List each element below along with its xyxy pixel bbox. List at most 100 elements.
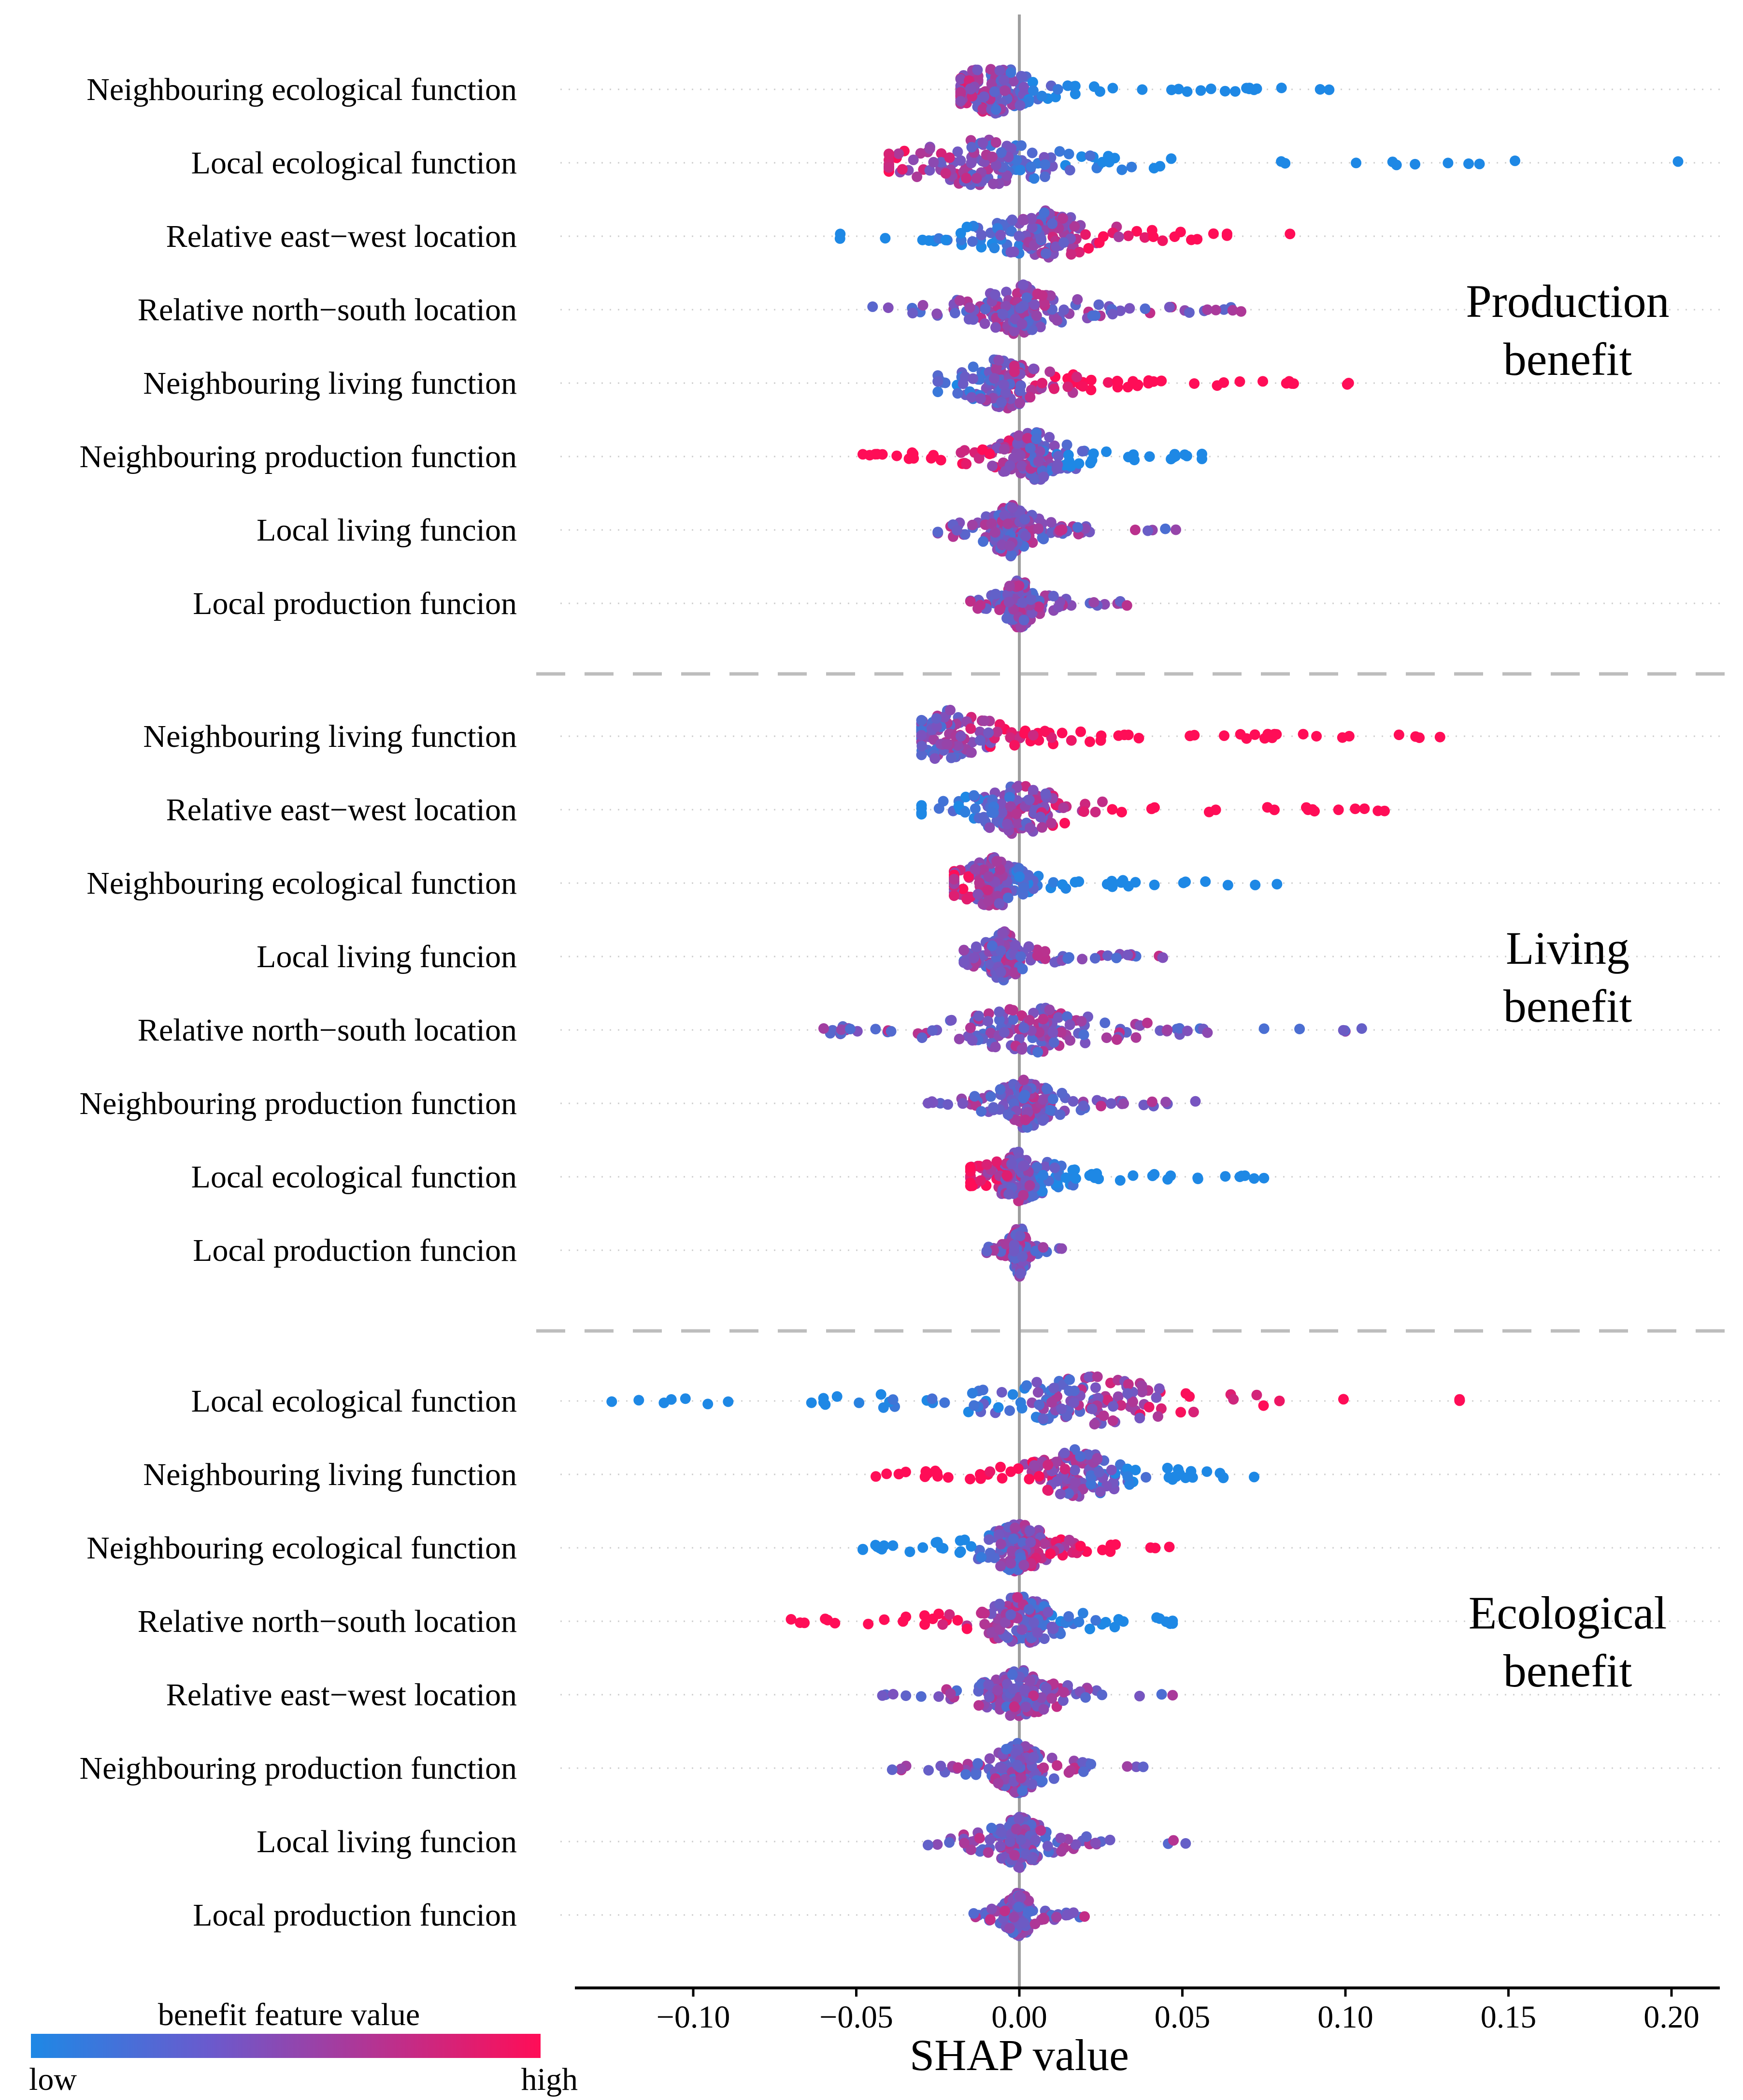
shap-point [1122, 1471, 1133, 1482]
shap-point [912, 171, 923, 182]
shap-point [1026, 214, 1037, 225]
shap-point [1454, 1394, 1465, 1405]
shap-point [919, 1619, 930, 1630]
shap-point [972, 1758, 984, 1769]
shap-point [959, 807, 971, 818]
shap-point [977, 1385, 988, 1396]
shap-point [1107, 804, 1118, 815]
shap-point [1257, 376, 1268, 387]
shap-point [723, 1396, 734, 1407]
shap-point [1047, 1094, 1058, 1105]
shap-point [1007, 1389, 1018, 1400]
shap-point [1035, 233, 1046, 244]
shap-point [1094, 237, 1105, 248]
shap-point [1031, 1162, 1043, 1172]
colorbar-title: benefit feature value [158, 1997, 420, 2032]
shap-point [1090, 1615, 1101, 1626]
shap-point [1015, 1834, 1027, 1845]
shap-point [961, 458, 972, 470]
shap-point [946, 1014, 957, 1026]
shap-point [974, 1832, 985, 1843]
shap-point [986, 940, 998, 951]
shap-point [1002, 892, 1014, 903]
shap-point [1205, 83, 1216, 94]
shap-point [606, 1396, 617, 1407]
shap-point [979, 1619, 990, 1630]
shap-point [1047, 218, 1058, 229]
shap-point [1128, 449, 1139, 460]
shap-point [954, 295, 965, 306]
shap-point [997, 1763, 1008, 1774]
shap-point [1037, 532, 1048, 543]
shap-point [1085, 736, 1095, 747]
shap-point [1040, 248, 1051, 259]
shap-point [1088, 81, 1100, 92]
shap-point [991, 364, 1002, 375]
shap-point [829, 1617, 841, 1629]
shap-point [968, 373, 978, 384]
shap-point [1028, 1617, 1039, 1628]
shap-point [1063, 148, 1074, 159]
shap-point [927, 1614, 938, 1624]
shap-point [680, 1393, 691, 1404]
shap-point [978, 536, 989, 547]
shap-point [1092, 1453, 1103, 1464]
shap-point [1006, 1158, 1017, 1170]
feature-row-dots [968, 1887, 1090, 1942]
shap-point [1064, 1019, 1075, 1030]
shap-point [986, 1903, 997, 1914]
panel-separators [536, 672, 1734, 1333]
shap-point [981, 1159, 992, 1170]
shap-point [966, 157, 977, 169]
shap-point [986, 151, 998, 162]
shap-point [1084, 1371, 1095, 1383]
shap-point [1029, 1918, 1041, 1929]
shap-point [984, 822, 995, 833]
shap-point [1070, 1477, 1081, 1488]
shap-point [1003, 597, 1014, 608]
shap-point [940, 168, 951, 179]
shap-point [1018, 614, 1029, 626]
shap-point [1037, 290, 1048, 301]
shap-point [1201, 1466, 1213, 1477]
shap-point [1004, 1836, 1015, 1847]
shap-point [831, 1391, 843, 1402]
shap-point [931, 308, 943, 319]
shap-point [1028, 1752, 1039, 1763]
shap-point [877, 449, 888, 460]
shap-point [990, 1042, 1001, 1053]
shap-point [965, 1473, 976, 1485]
shap-point [1071, 371, 1082, 383]
shap-point [1075, 726, 1086, 737]
shap-point [991, 856, 1002, 867]
shap-point [1025, 1537, 1036, 1548]
shap-point [1197, 448, 1207, 459]
shap-point [1025, 1906, 1036, 1917]
shap-point [1051, 1912, 1062, 1923]
feature-label: Local living funcion [257, 513, 517, 548]
shap-point [1037, 1186, 1048, 1197]
shap-point [1202, 1027, 1213, 1038]
shap-point [981, 1245, 992, 1257]
shap-point [1227, 305, 1238, 316]
feature-row-dots [834, 205, 1296, 263]
shap-point [1286, 378, 1298, 389]
shap-point [1083, 243, 1094, 254]
shap-point [1042, 1841, 1053, 1852]
shap-point [1086, 1758, 1097, 1770]
shap-point [969, 1091, 980, 1102]
feature-label: Local living funcion [257, 939, 517, 974]
shap-point [1192, 1173, 1203, 1185]
feature-label: Neighbouring production function [79, 1086, 517, 1121]
shap-point [1128, 1396, 1138, 1407]
colorbar [31, 2034, 541, 2058]
shap-point [1054, 146, 1065, 157]
shap-point [1086, 1403, 1098, 1414]
shap-point [1038, 1242, 1049, 1253]
shap-point [1249, 1471, 1259, 1483]
shap-point [967, 236, 978, 247]
shap-point [1150, 1543, 1161, 1554]
shap-point [1115, 877, 1127, 888]
shap-point [916, 730, 927, 741]
shap-point [1046, 1753, 1057, 1763]
